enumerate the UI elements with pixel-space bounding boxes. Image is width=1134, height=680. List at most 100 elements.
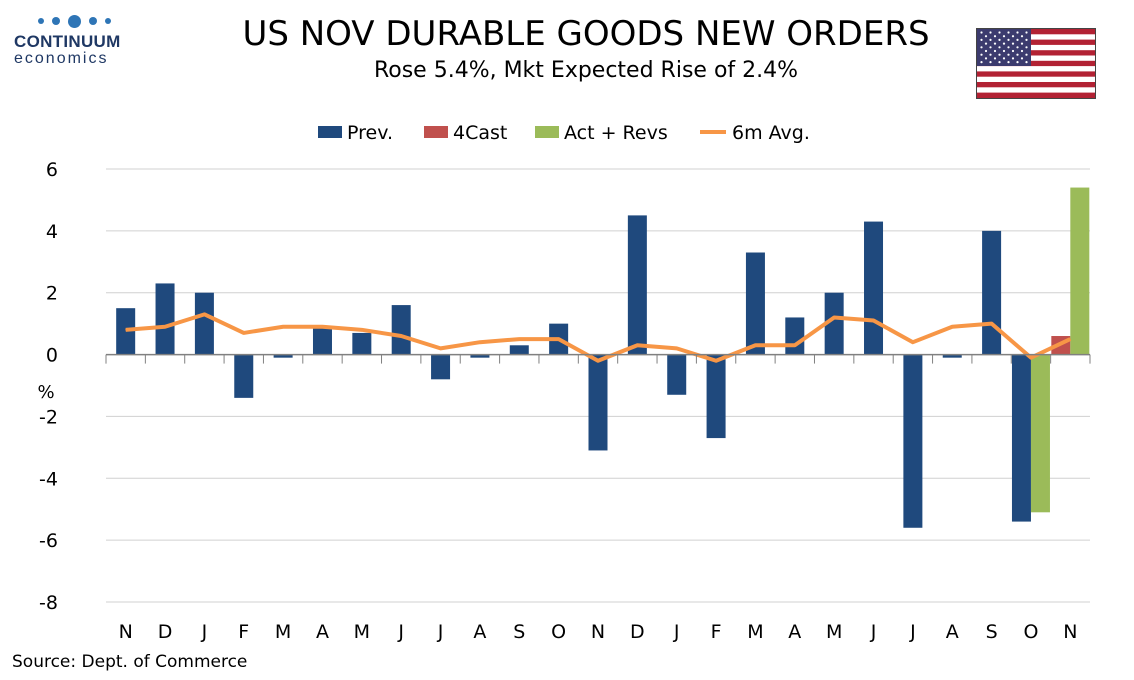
line-point: [1069, 338, 1071, 340]
legend-label: 4Cast: [453, 122, 507, 144]
bar-prev: [273, 354, 293, 358]
logo-dots-icon: [4, 14, 144, 28]
y-tick-label: -6: [39, 530, 58, 552]
x-tick-label: J: [397, 621, 404, 643]
x-tick-label: M: [354, 621, 370, 643]
y-tick-label: 6: [46, 159, 58, 181]
bar-prev: [116, 308, 136, 355]
x-tick-label: J: [673, 621, 680, 643]
bar-act-revs: [1070, 187, 1090, 355]
source-note: Source: Dept. of Commerce: [12, 652, 248, 672]
y-axis: 6 4 2 0 -2 -4 -6 -8: [39, 159, 58, 614]
bar-prev: [903, 354, 923, 528]
legend-swatch: [424, 126, 448, 138]
y-tick-label: -2: [39, 406, 58, 428]
bar-prev: [667, 354, 687, 395]
line-point: [400, 335, 402, 337]
y-tick-label: -8: [39, 592, 58, 614]
line-6m-avg: [125, 312, 1072, 363]
bar-prev: [785, 317, 805, 355]
line-point: [794, 344, 796, 346]
x-tick-label: J: [870, 621, 877, 643]
y-tick-label: 2: [46, 283, 58, 305]
chart-subtitle: Rose 5.4%, Mkt Expected Rise of 2.4%: [373, 58, 799, 83]
line-point: [321, 326, 323, 328]
y-tick-label: -4: [39, 468, 58, 490]
logo: CONTINUUM economics: [14, 14, 144, 68]
x-tick-label: N: [591, 621, 605, 643]
x-tick-label: A: [788, 621, 801, 643]
x-tick-label: N: [1063, 621, 1077, 643]
bar-prev: [352, 332, 372, 355]
bar-prev: [194, 292, 214, 355]
x-tick-label: A: [316, 621, 329, 643]
x-tick-label: S: [986, 621, 998, 643]
line-point: [361, 329, 363, 331]
legend-swatch: [535, 126, 559, 138]
legend: Prev. 4Cast Act + Revs 6m Avg.: [318, 122, 810, 144]
avg-line: [125, 312, 1072, 363]
logo-sub: economics: [14, 50, 109, 67]
line-point: [873, 320, 875, 322]
line-point: [636, 344, 638, 346]
x-tick-label: A: [946, 621, 959, 643]
bar-prev: [312, 326, 332, 355]
bar-prev: [588, 354, 608, 451]
x-tick-label: M: [747, 621, 763, 643]
x-tick-label: J: [437, 621, 444, 643]
bar-prev: [470, 354, 490, 358]
line-point: [282, 326, 284, 328]
line-point: [715, 360, 717, 362]
bar-prev: [824, 292, 844, 355]
legend-swatch: [318, 126, 342, 138]
line-point: [203, 313, 205, 315]
line-point: [440, 347, 442, 349]
line-point: [243, 332, 245, 334]
y-axis-label: %: [37, 382, 54, 403]
us-flag-icon: [976, 28, 1096, 99]
line-point: [991, 323, 993, 325]
bar-prev: [982, 230, 1002, 355]
line-point: [125, 329, 127, 331]
y-tick-label: 4: [46, 221, 58, 243]
line-point: [912, 341, 914, 343]
bar-prev: [745, 252, 765, 355]
bar-prev: [155, 283, 175, 355]
x-tick-label: M: [826, 621, 842, 643]
line-point: [833, 316, 835, 318]
legend-label: 6m Avg.: [732, 122, 810, 144]
line-point: [676, 347, 678, 349]
bar-prev: [942, 354, 962, 358]
legend-label: Act + Revs: [564, 122, 668, 144]
x-tick-label: D: [158, 621, 173, 643]
x-tick-label: A: [473, 621, 486, 643]
line-point: [518, 338, 520, 340]
line-point: [597, 360, 599, 362]
line-point: [558, 338, 560, 340]
logo-name: CONTINUUM: [14, 32, 121, 51]
line-point: [164, 326, 166, 328]
chart-title: US NOV DURABLE GOODS NEW ORDERS: [242, 14, 930, 54]
bar-prev: [509, 345, 529, 355]
line-point: [1030, 357, 1032, 359]
x-tick-label: D: [630, 621, 645, 643]
bar-prev: [431, 354, 451, 380]
x-tick-label: J: [909, 621, 916, 643]
x-tick-label: N: [119, 621, 133, 643]
bar-prev: [1011, 354, 1031, 522]
line-point: [479, 341, 481, 343]
bar-act-revs: [1030, 354, 1050, 513]
x-tick-label: F: [711, 621, 722, 643]
x-tick-label: F: [238, 621, 249, 643]
legend-label: Prev.: [347, 122, 393, 144]
line-point: [754, 344, 756, 346]
bar-prev: [627, 215, 647, 355]
bar-prev: [864, 221, 884, 355]
x-tick-label: O: [551, 621, 566, 643]
bar-prev: [706, 354, 726, 439]
line-point: [951, 326, 953, 328]
bar-prev: [391, 305, 411, 355]
bar-prev: [234, 354, 254, 398]
